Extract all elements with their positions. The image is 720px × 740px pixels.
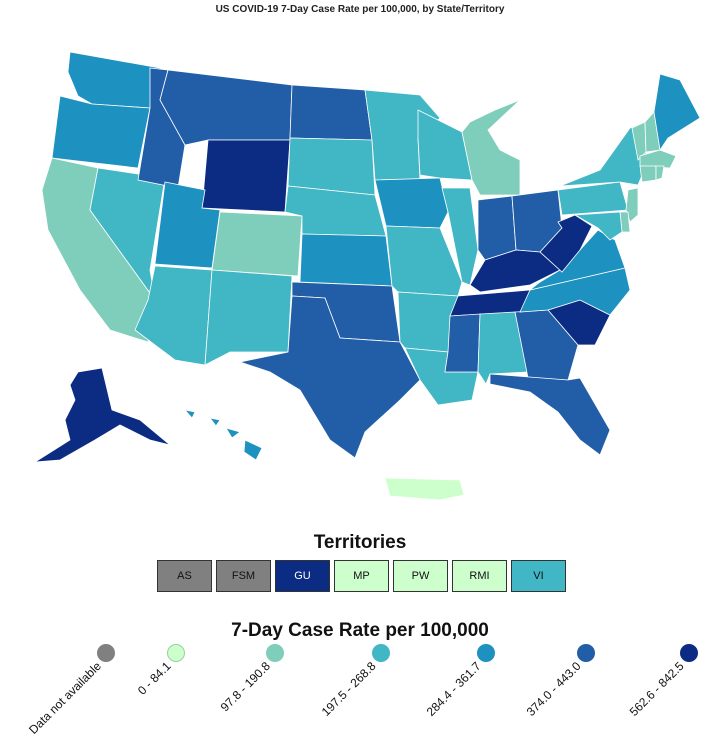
legend-dot <box>372 644 390 662</box>
state-montana[interactable] <box>159 69 293 146</box>
territory-box-rmi[interactable]: RMI <box>452 560 507 592</box>
state-north-carolina[interactable] <box>519 267 631 316</box>
state-kansas[interactable] <box>299 233 393 287</box>
legend-label: Data not available <box>26 659 104 737</box>
state-massachusetts[interactable] <box>639 149 677 169</box>
legend-item-4[interactable]: 284.4 - 361.7 <box>424 643 496 719</box>
legend-item-6[interactable]: 562.6 - 842.5 <box>627 643 699 719</box>
legend-item-3[interactable]: 197.5 - 268.8 <box>319 643 391 719</box>
state-oregon[interactable] <box>51 95 151 169</box>
territory-box-pw[interactable]: PW <box>393 560 448 592</box>
state-colorado[interactable] <box>211 211 303 277</box>
map-title: US COVID-19 7-Day Case Rate per 100,000,… <box>215 4 505 15</box>
legend-dot <box>266 644 284 662</box>
state-virginia[interactable] <box>529 229 626 291</box>
state-mississippi[interactable] <box>444 313 481 373</box>
legend-dot <box>97 644 115 662</box>
legend-title: 7-Day Case Rate per 100,000 <box>231 620 489 641</box>
territory-label: FSM <box>231 570 256 582</box>
territory-label: AS <box>177 570 192 582</box>
state-wyoming[interactable] <box>201 139 291 213</box>
state-maine[interactable] <box>653 73 701 152</box>
state-florida[interactable] <box>489 373 611 456</box>
state-new-mexico[interactable] <box>204 269 293 366</box>
state-missouri[interactable] <box>385 225 463 297</box>
legend-dot <box>577 644 595 662</box>
legend-item-2[interactable]: 97.8 - 190.8 <box>218 643 285 714</box>
territory-box-mp[interactable]: MP <box>334 560 389 592</box>
state-indiana[interactable] <box>477 195 517 261</box>
state-iowa[interactable] <box>374 177 449 229</box>
territory-box-as[interactable]: AS <box>157 560 212 592</box>
state-wisconsin[interactable] <box>417 109 473 181</box>
state-maryland[interactable] <box>573 211 623 241</box>
legend-label: 197.5 - 268.8 <box>318 659 379 719</box>
territories-row: AS FSM GU MP PW RMI VI <box>157 560 566 592</box>
state-north-dakota[interactable] <box>289 84 373 141</box>
territory-label: GU <box>294 570 311 582</box>
legend-label: 284.4 - 361.7 <box>423 659 484 719</box>
legend-item-5[interactable]: 374.0 - 443.0 <box>524 643 596 719</box>
territory-label: VI <box>533 570 544 582</box>
state-alaska[interactable] <box>34 367 171 463</box>
state-new-jersey[interactable] <box>625 187 639 223</box>
state-south-dakota[interactable] <box>287 137 376 196</box>
state-washington[interactable] <box>67 51 161 109</box>
territory-puerto-rico[interactable] <box>384 477 465 501</box>
state-hawaii[interactable] <box>183 409 263 461</box>
us-map <box>34 51 701 501</box>
legend-dot <box>680 644 698 662</box>
state-connecticut[interactable] <box>639 165 657 183</box>
state-pennsylvania[interactable] <box>557 181 629 216</box>
legend-label: 374.0 - 443.0 <box>523 659 584 719</box>
territories-title: Territories <box>313 532 407 553</box>
territory-label: PW <box>411 570 430 582</box>
state-rhode-island[interactable] <box>655 165 665 181</box>
legend-label: 97.8 - 190.8 <box>217 659 273 715</box>
legend-item-na[interactable]: Data not available <box>26 643 116 737</box>
legend-dot <box>477 644 495 662</box>
territory-box-fsm[interactable]: FSM <box>216 560 271 592</box>
legend-label: 562.6 - 842.5 <box>626 659 687 719</box>
territory-box-vi[interactable]: VI <box>511 560 566 592</box>
territory-label: MP <box>353 570 370 582</box>
state-utah[interactable] <box>154 181 221 269</box>
legend-item-1[interactable]: 0 - 84.1 <box>135 643 186 698</box>
state-michigan[interactable] <box>461 99 521 196</box>
legend-dot <box>167 644 185 662</box>
territory-label: RMI <box>469 570 490 582</box>
legend-label: 0 - 84.1 <box>135 659 174 698</box>
territory-box-gu[interactable]: GU <box>275 560 330 592</box>
state-texas[interactable] <box>238 295 421 459</box>
